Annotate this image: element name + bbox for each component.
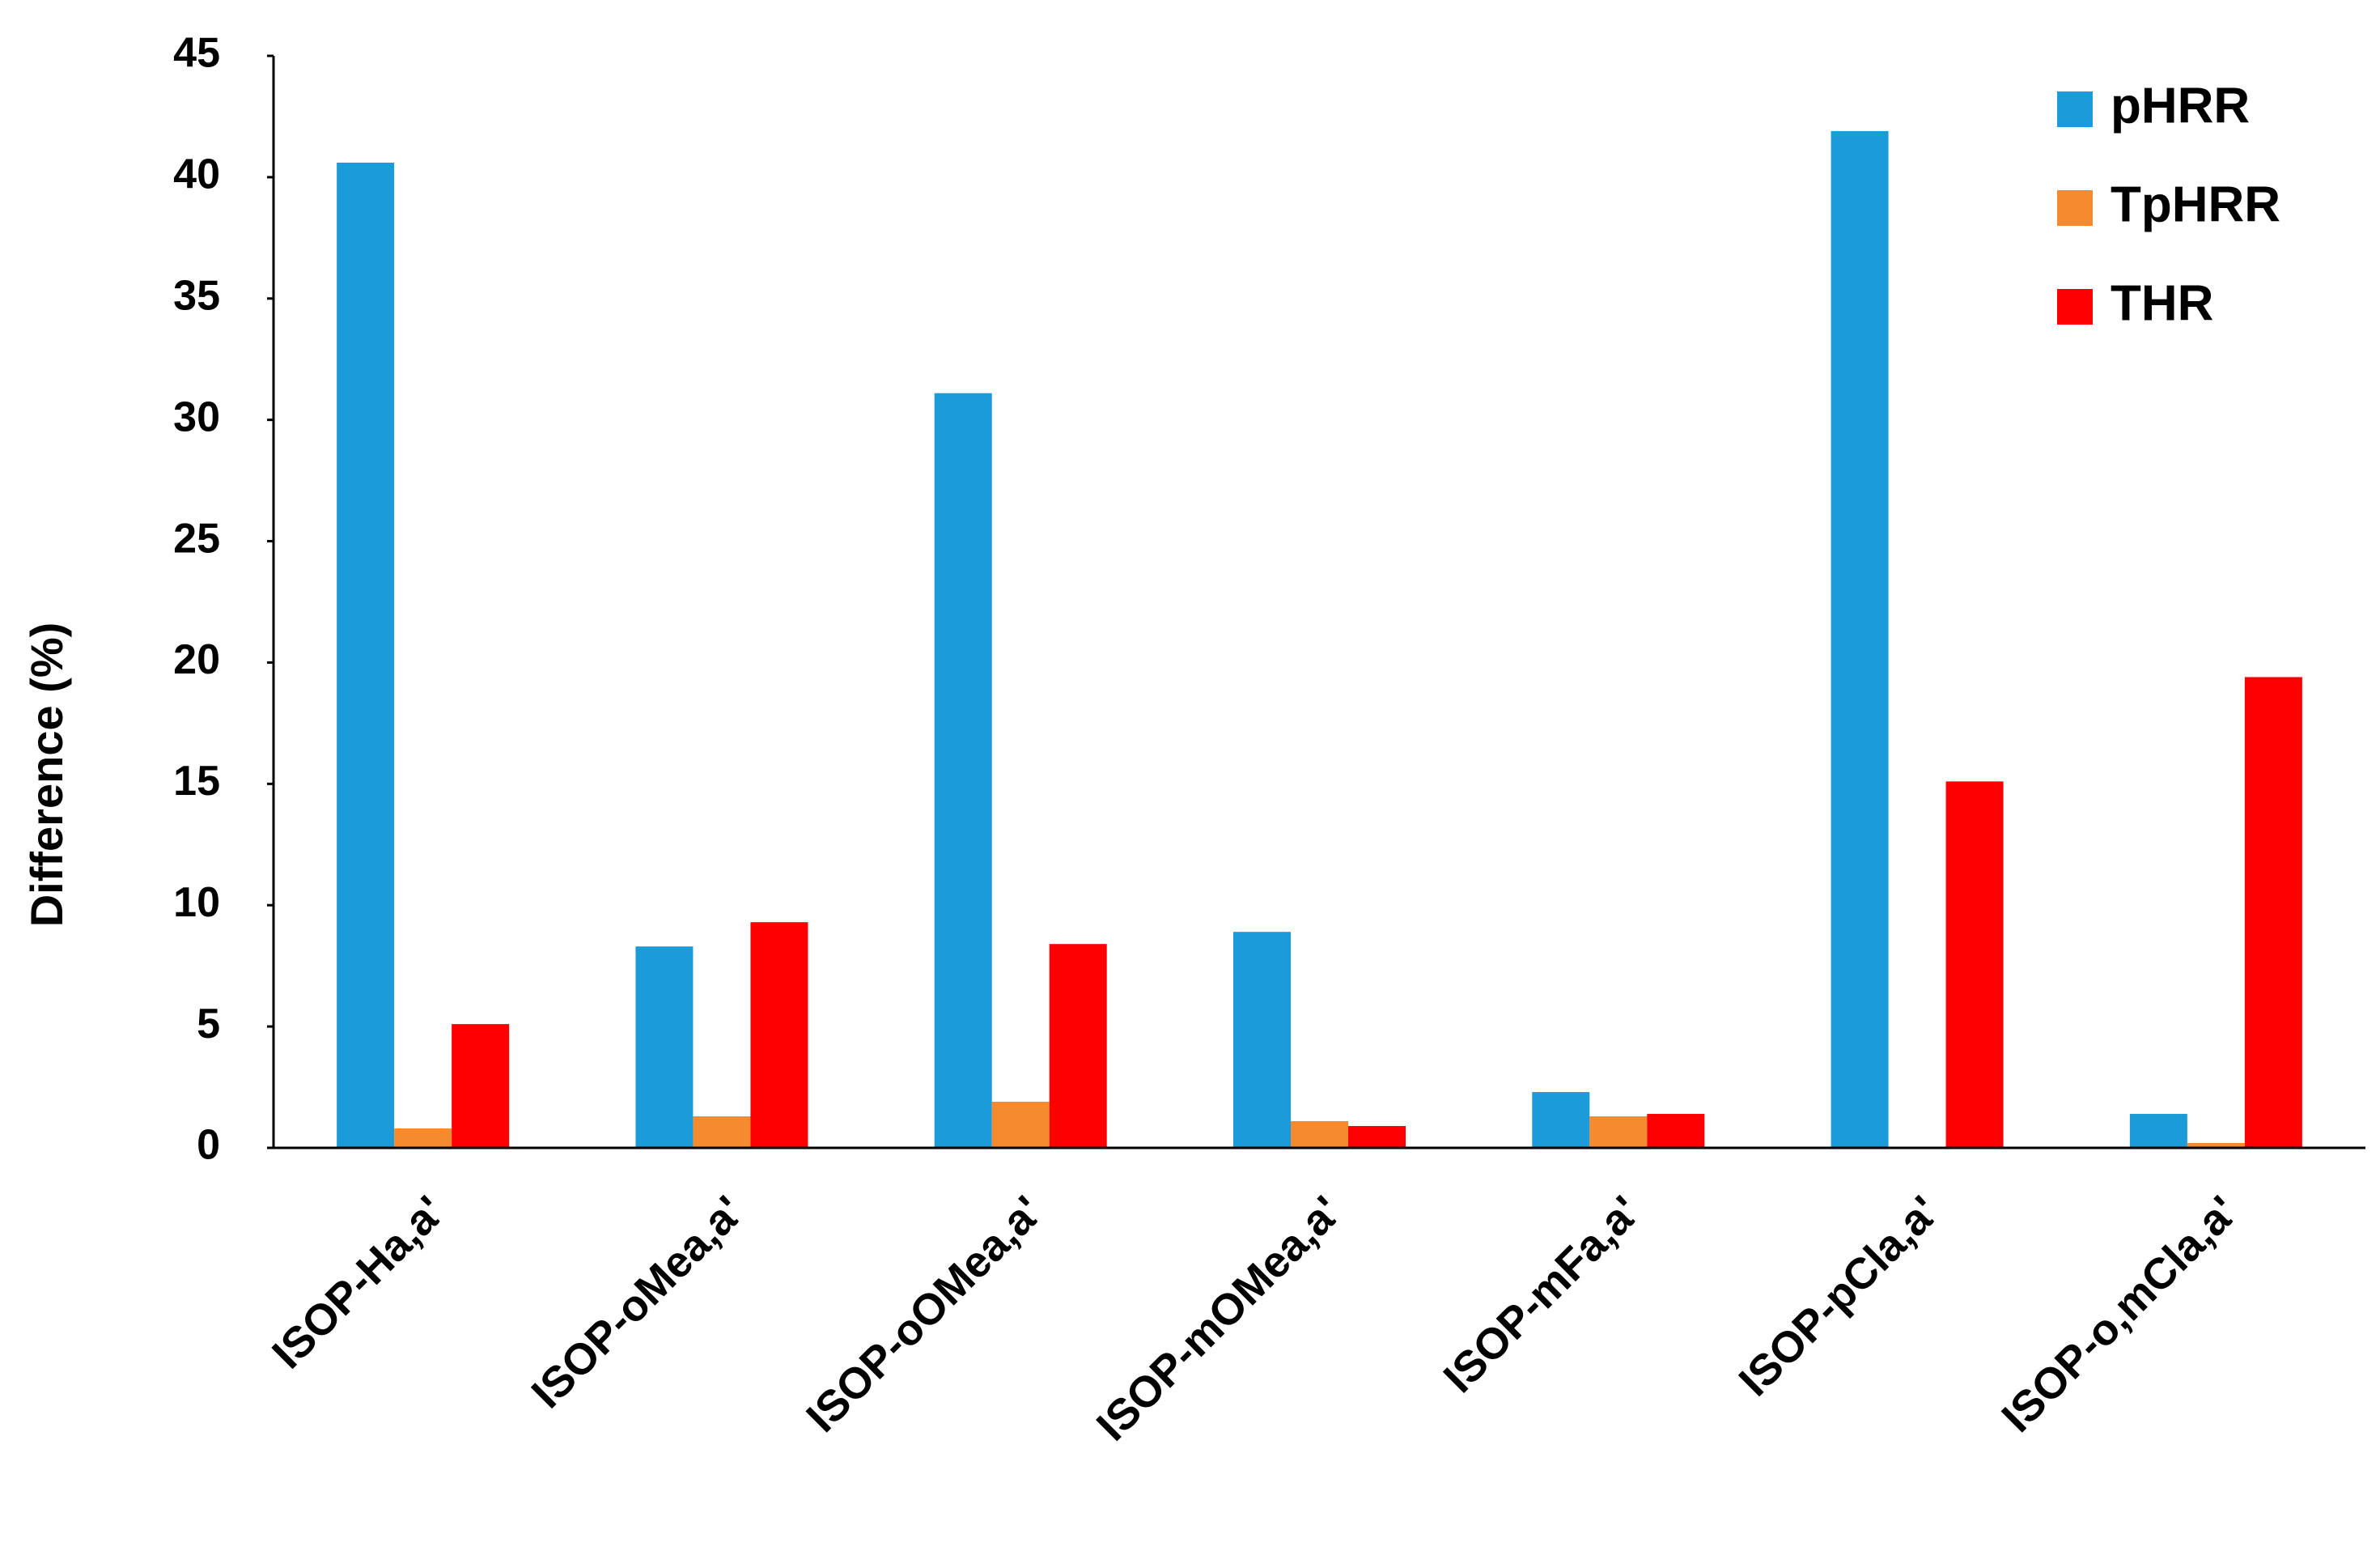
y-tick-label: 40 — [173, 151, 220, 198]
bar — [1348, 1126, 1406, 1148]
legend-swatch — [2057, 190, 2093, 226]
legend-label: THR — [2111, 275, 2213, 331]
bar — [394, 1128, 452, 1148]
y-tick-label: 5 — [197, 1001, 220, 1047]
bar — [750, 922, 808, 1148]
bar — [991, 1102, 1050, 1148]
legend-label: pHRR — [2111, 78, 2250, 134]
x-tick-label: ISOP-o,mCla,a' — [1992, 1187, 2247, 1442]
bar — [1532, 1092, 1590, 1148]
y-tick-label: 20 — [173, 636, 220, 683]
bar — [934, 393, 992, 1148]
bar — [1233, 932, 1291, 1148]
x-tick-label: ISOP-oOMea,a' — [797, 1187, 1052, 1442]
bar — [693, 1116, 751, 1148]
x-tick-label: ISOP-mOMea,a' — [1088, 1187, 1351, 1450]
bar — [635, 946, 694, 1148]
x-tick-label: ISOP-Ha,a' — [263, 1187, 454, 1378]
bar — [1589, 1116, 1648, 1148]
bar — [2244, 677, 2302, 1148]
legend-label: TpHRR — [2111, 176, 2280, 232]
legend-swatch — [2057, 289, 2093, 325]
y-tick-label: 10 — [173, 879, 220, 926]
bar — [337, 162, 395, 1148]
y-tick-label: 45 — [173, 30, 220, 77]
y-tick-label: 30 — [173, 393, 220, 440]
bar — [2129, 1114, 2187, 1148]
legend-swatch — [2057, 91, 2093, 127]
bar — [1831, 130, 1889, 1148]
bar — [1049, 944, 1107, 1148]
y-axis-title: Difference (%) — [21, 623, 72, 928]
y-tick-label: 0 — [197, 1122, 220, 1169]
y-tick-label: 35 — [173, 273, 220, 320]
x-tick-label: ISOP-mFa,a' — [1435, 1187, 1650, 1402]
bar — [1647, 1114, 1705, 1148]
x-tick-label: ISOP-oMea,a' — [523, 1187, 753, 1417]
bar — [1291, 1121, 1348, 1148]
y-tick-label: 15 — [173, 758, 220, 805]
bar — [2187, 1143, 2245, 1148]
bar — [1945, 781, 2004, 1148]
x-tick-label: ISOP-pCla,a' — [1730, 1187, 1949, 1405]
y-tick-label: 25 — [173, 515, 220, 562]
bar — [452, 1024, 510, 1148]
